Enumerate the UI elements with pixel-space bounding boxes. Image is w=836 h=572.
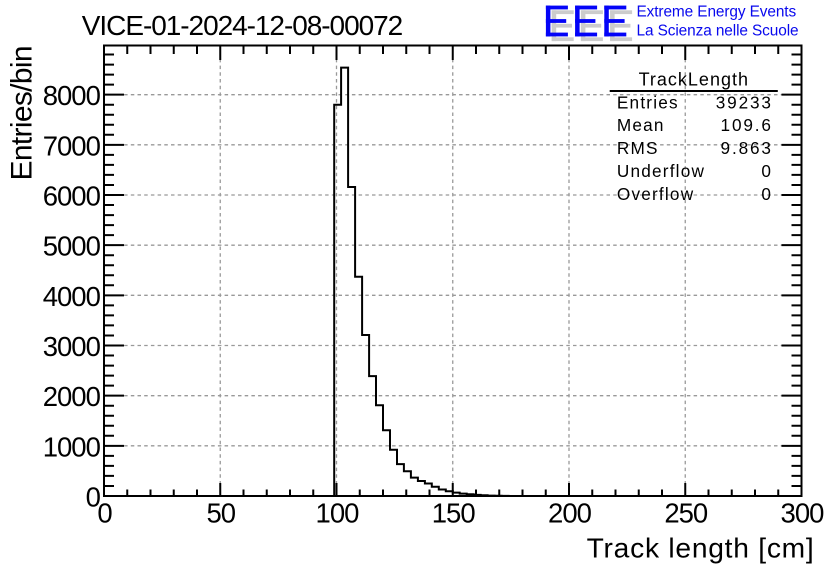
svg-text:0: 0 bbox=[761, 161, 772, 181]
svg-text:150: 150 bbox=[432, 498, 476, 529]
svg-text:TrackLength: TrackLength bbox=[639, 70, 749, 90]
svg-text:7000: 7000 bbox=[43, 130, 101, 161]
svg-text:Extreme Energy Events: Extreme Energy Events bbox=[637, 3, 797, 20]
svg-text:Entries/bin: Entries/bin bbox=[5, 46, 38, 180]
svg-text:4000: 4000 bbox=[43, 281, 101, 312]
svg-text:1000: 1000 bbox=[43, 431, 101, 462]
svg-text:200: 200 bbox=[548, 498, 592, 529]
svg-text:0: 0 bbox=[761, 184, 772, 204]
svg-text:6000: 6000 bbox=[43, 181, 101, 212]
svg-text:Underflow: Underflow bbox=[617, 161, 705, 181]
svg-text:100: 100 bbox=[316, 498, 360, 529]
svg-text:VICE-01-2024-12-08-00072: VICE-01-2024-12-08-00072 bbox=[82, 10, 403, 41]
svg-text:8000: 8000 bbox=[43, 80, 101, 111]
svg-text:109.6: 109.6 bbox=[721, 115, 773, 135]
svg-text:Overflow: Overflow bbox=[617, 184, 694, 204]
svg-text:3000: 3000 bbox=[43, 331, 101, 362]
svg-text:La Scienza nelle Scuole: La Scienza nelle Scuole bbox=[637, 23, 799, 40]
svg-text:Entries: Entries bbox=[617, 92, 679, 112]
svg-text:2000: 2000 bbox=[43, 381, 101, 412]
svg-text:9.863: 9.863 bbox=[721, 138, 773, 158]
svg-text:0: 0 bbox=[86, 482, 101, 513]
svg-text:Mean: Mean bbox=[617, 115, 665, 135]
svg-text:50: 50 bbox=[207, 498, 236, 529]
svg-text:0: 0 bbox=[97, 498, 112, 529]
svg-text:39233: 39233 bbox=[716, 92, 773, 112]
svg-text:300: 300 bbox=[781, 498, 825, 529]
svg-text:250: 250 bbox=[664, 498, 708, 529]
svg-text:RMS: RMS bbox=[617, 138, 659, 158]
svg-text:Track length [cm]: Track length [cm] bbox=[587, 532, 815, 564]
svg-text:5000: 5000 bbox=[43, 231, 101, 262]
